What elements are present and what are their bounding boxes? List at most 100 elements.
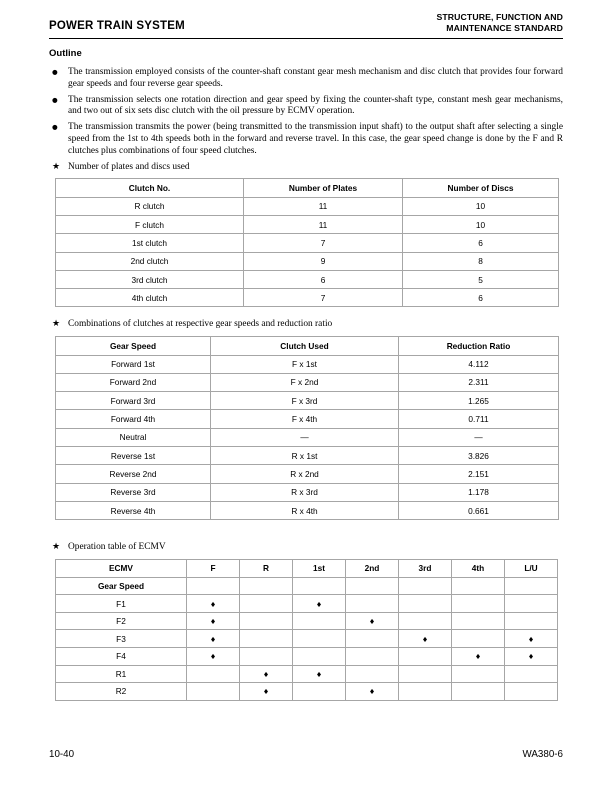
empty-cell <box>345 594 399 613</box>
table-row: Reverse 3rd R x 3rd 1.178 <box>55 482 559 502</box>
table-row: Forward 3rd F x 3rd 1.265 <box>55 391 559 411</box>
table-cell: R x 4th <box>210 500 399 521</box>
diamond-icon: ♦ <box>421 635 429 644</box>
column-header: L/U <box>504 559 558 578</box>
diamond-mark-cell: ♦ <box>186 646 240 666</box>
gear-speed-cell: R2 <box>55 682 187 701</box>
table-row: F2 ♦ ♦ <box>55 611 558 631</box>
column-header: Number of Plates <box>243 178 403 198</box>
table-body: Forward 1st F x 1st 4.112 Forward 2nd F x 2n… <box>55 354 559 521</box>
table-row: 4th clutch 7 6 <box>55 288 559 308</box>
table-cell: 3rd clutch <box>55 269 244 290</box>
caption-text: Operation table of ECMV <box>68 542 166 553</box>
column-header: Gear Speed <box>55 336 211 356</box>
empty-cell <box>239 611 293 631</box>
table-row: Reverse 2nd R x 2nd 2.151 <box>55 464 559 484</box>
column-header: Reduction Ratio <box>398 336 559 356</box>
empty-cell <box>345 646 399 666</box>
table-row: R2 ♦ ♦ <box>55 682 558 701</box>
table-row: Reverse 4th R x 4th 0.661 <box>55 500 559 521</box>
diamond-icon: ♦ <box>474 653 482 662</box>
page-footer: 10-40 WA380-6 <box>49 749 563 760</box>
table-cell: F x 1st <box>210 354 399 374</box>
outline-bullet-list: ● The transmission employed consists of … <box>49 67 563 158</box>
diamond-mark-cell: ♦ <box>186 629 240 648</box>
diamond-mark-cell: ♦ <box>292 664 346 684</box>
table-cell: R x 3rd <box>210 482 399 502</box>
combinations-table-caption: ★ Combinations of clutches at respective… <box>49 319 563 331</box>
ecmv-table-caption: ★ Operation table of ECMV <box>49 542 563 554</box>
diamond-icon: ♦ <box>368 618 376 627</box>
column-header: 4th <box>451 559 505 578</box>
column-header: 1st <box>292 559 346 578</box>
empty-cell <box>504 664 558 684</box>
table-row: 2nd clutch 9 8 <box>55 251 559 271</box>
corner-ecmv-label: ECMV <box>55 559 187 578</box>
table-row: F1 ♦ ♦ <box>55 594 558 613</box>
column-header: 2nd <box>345 559 399 578</box>
ecmv-table: ECMV F R 1st 2nd 3rd 4th L/U Gear Speed F1 ♦ ♦ F2 ♦ ♦… <box>55 559 558 701</box>
table-cell: 11 <box>243 214 403 235</box>
table-cell: Forward 2nd <box>55 372 211 393</box>
table-cell: Reverse 3rd <box>55 482 211 502</box>
diamond-icon: ♦ <box>209 635 217 644</box>
empty-cell <box>398 576 452 596</box>
empty-cell <box>451 594 505 613</box>
column-header: Clutch Used <box>210 336 399 356</box>
diamond-icon: ♦ <box>315 670 323 679</box>
empty-cell <box>398 646 452 666</box>
column-header: 3rd <box>398 559 452 578</box>
table-cell: 1.265 <box>398 391 559 411</box>
table-row: R1 ♦ ♦ <box>55 664 558 684</box>
diamond-mark-cell: ♦ <box>345 611 399 631</box>
table-row: Forward 1st F x 1st 4.112 <box>55 354 559 374</box>
empty-cell <box>292 576 346 596</box>
corner-gear-speed-label: Gear Speed <box>55 576 187 596</box>
empty-cell <box>451 682 505 701</box>
table-cell: F clutch <box>55 214 244 235</box>
table-cell: 4th clutch <box>55 288 244 308</box>
table-cell: Neutral <box>55 427 211 448</box>
section-header: STRUCTURE, FUNCTION AND MAINTENANCE STAN… <box>437 12 564 33</box>
plates-discs-table: Clutch No. Number of Plates Number of Disc… <box>55 178 559 308</box>
empty-cell <box>292 611 346 631</box>
table-cell: 2.311 <box>398 372 559 393</box>
table-head: Clutch No. Number of Plates Number of Disc… <box>55 178 559 198</box>
table-cell: R x 1st <box>210 446 399 466</box>
table-cell: R x 2nd <box>210 464 399 484</box>
column-header: Number of Discs <box>402 178 559 198</box>
empty-cell <box>504 611 558 631</box>
diamond-icon: ♦ <box>527 635 535 644</box>
column-header: R <box>239 559 293 578</box>
bullet-item: ● The transmission transmits the power (… <box>49 122 563 157</box>
empty-cell <box>398 664 452 684</box>
table-head: Gear Speed Clutch Used Reduction Ratio <box>55 336 559 356</box>
caption-text: Combinations of clutches at respective g… <box>68 319 333 330</box>
bullet-item: ● The transmission employed consists of … <box>49 67 563 91</box>
table-cell: F x 2nd <box>210 372 399 393</box>
diamond-icon: ♦ <box>368 688 376 697</box>
table-cell: 9 <box>243 251 403 271</box>
table-cell: 8 <box>402 251 559 271</box>
bullet-icon: ● <box>52 123 58 132</box>
empty-cell <box>292 646 346 666</box>
page-number: 10-40 <box>49 749 75 760</box>
gear-speed-cell: F1 <box>55 594 187 613</box>
star-icon: ★ <box>52 319 61 330</box>
caption-text: Number of plates and discs used <box>68 161 190 172</box>
diamond-icon: ♦ <box>209 618 217 627</box>
table-cell: Reverse 2nd <box>55 464 211 484</box>
table-cell: 4.112 <box>398 354 559 374</box>
empty-cell <box>451 611 505 631</box>
bullet-text: The transmission employed consists of th… <box>68 67 563 89</box>
empty-cell <box>239 594 293 613</box>
table-row: F4 ♦ ♦ ♦ <box>55 646 558 666</box>
empty-cell <box>345 576 399 596</box>
table-row: Reverse 1st R x 1st 3.826 <box>55 446 559 466</box>
table-cell: 0.661 <box>398 500 559 521</box>
table-row: 3rd clutch 6 5 <box>55 269 559 290</box>
gear-speed-cell: F4 <box>55 646 187 666</box>
diamond-mark-cell: ♦ <box>186 594 240 613</box>
table-cell: 2nd clutch <box>55 251 244 271</box>
